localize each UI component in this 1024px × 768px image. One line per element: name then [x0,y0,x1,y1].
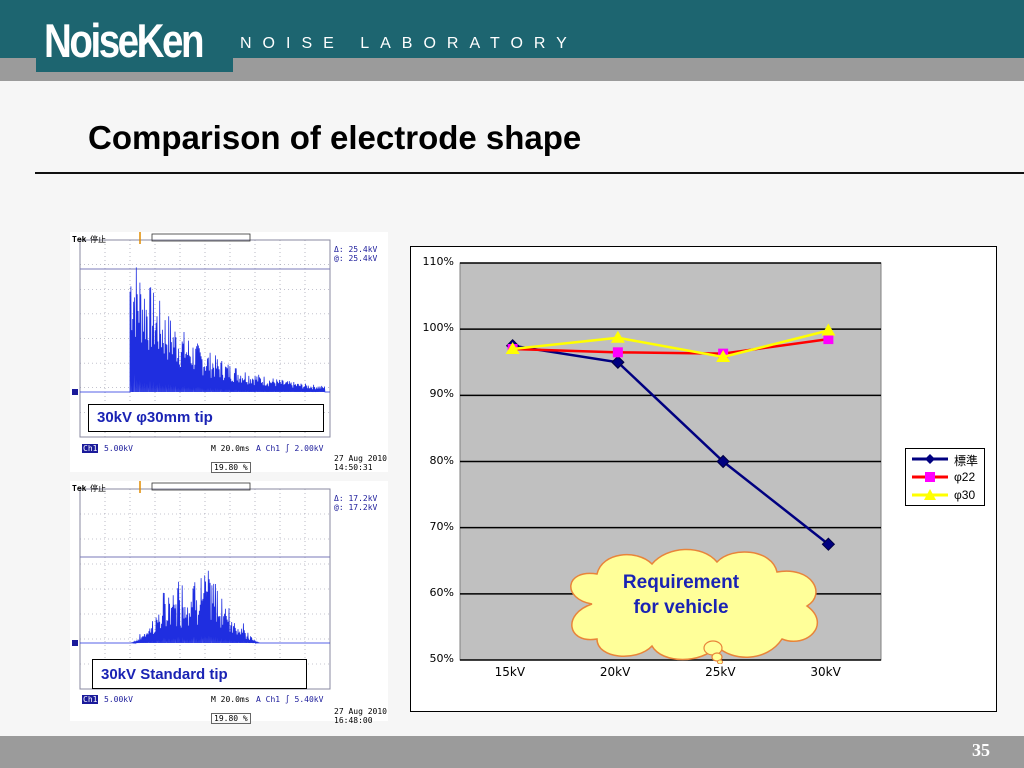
scope1-ch1-scale: 5.00kV [104,444,133,453]
y-tick-label: 60% [429,585,454,599]
scope-waveform-trace [80,570,330,645]
data-point-square [823,334,834,345]
scope1-clock: 14:50:31 [334,463,373,472]
footer-bar [0,736,1024,768]
legend-marker-diamond-icon [912,454,948,464]
callout-line-2: for vehicle [633,597,729,618]
slide-title: Comparison of electrode shape [88,119,582,156]
scope2-run-state: 停止 [90,484,106,493]
scope2-caption: 30kV Standard tip [92,659,307,689]
requirement-callout-cloud [570,548,819,664]
legend-item-standard: 標準 [910,451,984,468]
scope1-time: M 20.0ms [211,444,250,453]
data-point-triangle [716,349,731,362]
scope1-at: @: 25.4kV [334,254,378,263]
scope-ch1-marker [72,640,78,646]
scope2-delta: Δ: 17.2kV [334,494,378,503]
x-tick-label: 25kV [705,665,736,679]
y-tick-label: 50% [429,652,454,665]
x-tick-label: 15kV [494,665,526,679]
scope2-time: M 20.0ms [211,695,250,704]
y-tick-label: 70% [429,519,454,533]
data-point-diamond [611,355,625,369]
legend-marker-square-icon [912,472,948,482]
legend-marker-triangle-icon [912,489,948,500]
page-number: 35 [972,740,990,760]
header-subtitle: NOISE LABORATORY [240,35,578,52]
waveform-1 [72,232,331,438]
y-tick-label: 80% [429,453,454,467]
scope2-ch1-label: Ch1 [82,695,99,704]
data-point-triangle [505,342,520,355]
scope2-clock: 16:48:00 [334,716,373,725]
x-tick-label: 20kV [599,665,631,679]
series-line-0 [512,344,830,546]
legend-label-standard: 標準 [954,454,979,468]
scope2-position: 19.80 % [211,713,251,724]
scope1-ch1-label: Ch1 [82,444,99,453]
data-point-triangle [610,330,625,343]
y-tick-label: 110% [422,255,454,268]
scope1-tek: Tek [72,235,87,244]
scope1-date: 27 Aug 2010 [334,454,387,463]
scope-waveform-trace [80,267,330,393]
x-tick-label: 30kV [810,665,841,679]
callout-line-1: Requirement [622,572,740,593]
scope1-trigger: A Ch1 ∫ 2.00kV [256,444,324,453]
y-tick-label: 90% [429,387,454,401]
scope2-date: 27 Aug 2010 [334,707,387,716]
scope1-caption: 30kV φ30mm tip [88,404,324,432]
title-divider [35,172,1024,174]
scope2-at: @: 17.2kV [334,503,378,512]
y-tick-label: 100% [422,321,454,335]
requirement-callout-text: Requirement for vehicle [596,570,766,620]
data-point-triangle [821,323,836,336]
scope1-position: 19.80 % [211,462,251,473]
header-band [0,58,1024,81]
logo-box [36,14,233,72]
series-line-2 [512,329,829,359]
series-line-1 [512,337,829,355]
legend-item-phi30: φ30 [910,487,984,503]
waveform-2 [72,481,331,690]
scope2-trigger: A Ch1 ∫ 5.40kV [256,695,324,704]
scope-record-bar [151,482,251,491]
scope2-tek: Tek [72,484,87,493]
scope-ch1-marker [72,389,78,395]
legend-item-phi22: φ22 [910,469,984,485]
data-point-square [612,347,623,358]
oscilloscope-capture-1: Tek 停止 Δ: 25.4kV @: 25.4kV Ch1 5.00kV M … [70,232,388,473]
noiseken-logo: NoiseKen [44,14,205,67]
scope1-delta: Δ: 25.4kV [334,245,378,254]
data-point-diamond [716,454,730,469]
legend-label-phi30: φ30 [954,488,976,502]
data-point-diamond [821,537,836,551]
legend-label-phi22: φ22 [954,470,976,484]
scope2-ch1-scale: 5.00kV [104,695,133,704]
chart-legend: 標準 φ22 φ30 [905,448,985,506]
scope-record-bar [151,233,251,242]
scope1-run-state: 停止 [90,235,106,244]
